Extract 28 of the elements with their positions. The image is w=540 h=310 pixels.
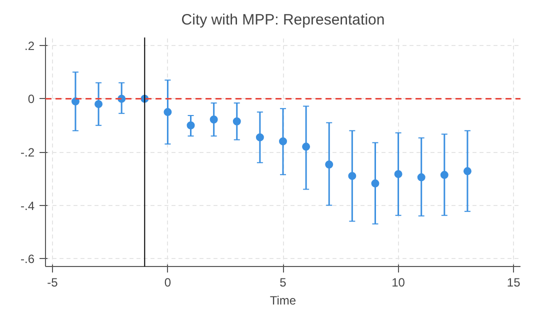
point [302, 142, 310, 151]
point [256, 133, 264, 142]
point [417, 173, 426, 182]
point [279, 137, 287, 146]
point [186, 121, 195, 130]
y-tick-label: -.4 [20, 198, 35, 213]
x-tick-label: 15 [506, 276, 521, 290]
x-tick-label: 5 [280, 276, 287, 290]
point [348, 172, 356, 180]
point [463, 167, 472, 176]
point [394, 170, 402, 178]
x-tick-label: -5 [47, 276, 58, 290]
y-tick-label: 0 [28, 92, 35, 106]
x-tick-label: 0 [164, 276, 172, 290]
chart-title: City with MPP: Representation [181, 12, 385, 28]
point [440, 170, 448, 179]
x-axis-title: Time [270, 294, 296, 308]
y-tick-label: -.2 [20, 146, 35, 160]
point [232, 117, 241, 126]
point [210, 116, 218, 124]
point [371, 179, 380, 188]
point [94, 100, 103, 108]
point [325, 160, 334, 169]
x-tick-label: 10 [392, 276, 406, 290]
y-tick-label: -.6 [20, 252, 35, 266]
y-tick-label: .2 [24, 38, 35, 53]
point [164, 108, 172, 116]
point [71, 97, 80, 106]
